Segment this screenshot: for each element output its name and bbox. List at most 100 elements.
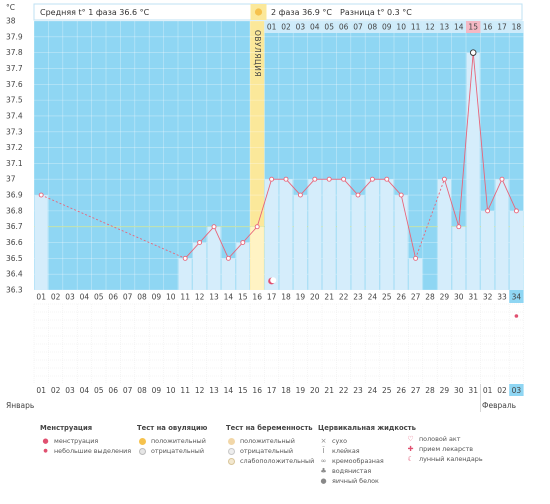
temperature-bar [337, 179, 351, 290]
line-segment [228, 242, 244, 259]
y-tick-label: 37.1 [6, 159, 23, 168]
temperature-bar [250, 226, 264, 290]
phase2-day-label: 13 [440, 23, 450, 32]
temperature-bar [351, 195, 365, 290]
header-bar [33, 3, 523, 21]
calendar-date-label: 19 [296, 386, 306, 395]
calendar-date-row: 01 02 03 04 05 06 07 08 09 10 11 12 13 14 15 16 17 18 19 20… [36, 384, 524, 412]
temperature-bar [193, 242, 207, 290]
cycle-day-label: 23 [353, 293, 363, 302]
temperature-bars [34, 21, 523, 290]
phase2-day-label: 06 [339, 23, 349, 32]
data-point [297, 192, 303, 198]
y-tick-label: 37.6 [6, 80, 23, 89]
cycle-day-label: 32 [483, 293, 493, 302]
cycle-day-label: 14 [224, 293, 234, 302]
phase2-day-row: 01 02 03 04 05 06 07 08 09 10 11 12 13 14 15 16 17 18 [264, 21, 524, 33]
peak-point [469, 49, 477, 56]
data-point [38, 192, 44, 198]
phase2-day-label: 12 [425, 23, 435, 32]
line-segment [300, 178, 316, 196]
legend-title: Цервикальная жидкость [318, 424, 416, 432]
temperature-bar [409, 258, 423, 290]
phase2-day-label: 10 [396, 23, 406, 32]
today-cell [509, 384, 524, 396]
phase2-day-label: 11 [411, 23, 421, 32]
temperature-bar [279, 179, 293, 290]
calendar-date-label: 11 [180, 386, 190, 395]
line-segment [343, 178, 359, 196]
line-segment [213, 226, 229, 259]
data-point [254, 224, 260, 230]
cycle-day-axis: 01 02 03 04 05 06 07 08 09 10 11 12 13 14 15 16 17 18 19 20… [36, 290, 524, 318]
calendar-date-label: 21 [324, 386, 334, 395]
legend-item: ♣ водянистая [318, 466, 416, 476]
temperature-bar [466, 52, 480, 290]
phase2-day-label: 08 [368, 23, 378, 32]
calendar-date-label: 20 [310, 386, 320, 395]
phase2-peak-cell [466, 21, 481, 33]
legend-title: Тест на беременность [226, 424, 313, 432]
line-segment [386, 178, 402, 196]
data-point [384, 176, 390, 182]
line-segment [443, 179, 460, 227]
cycle-day-label: 16 [252, 293, 262, 302]
y-tick-label: 36.3 [6, 286, 23, 295]
calendar-date-label: 26 [396, 386, 406, 395]
moon-icon: ☾ [407, 455, 414, 463]
temperature-bar [178, 258, 192, 290]
y-tick-label: 37 [6, 175, 16, 184]
y-tick-label: 37.7 [6, 64, 23, 73]
phase2-day-label: 18 [512, 23, 522, 32]
legend-item: отрицательный [137, 446, 207, 456]
data-point [283, 176, 289, 182]
temperature-bar [452, 226, 466, 290]
line-segment [487, 179, 503, 212]
data-point [413, 255, 419, 261]
calendar-date-label: 02 [51, 386, 61, 395]
line-segment [242, 226, 258, 243]
calendar-date-label: 12 [195, 386, 205, 395]
temperature-bar [236, 242, 250, 290]
calendar-date-label: 03 [65, 386, 75, 395]
phase2-row-bg [264, 21, 524, 33]
calendar-date-label: 10 [166, 386, 176, 395]
y-tick-label: 37.2 [6, 143, 23, 152]
cycle-day-label: 04 [80, 293, 90, 302]
data-point [513, 208, 519, 214]
cycle-day-label: 34 [512, 293, 522, 302]
calendar-date-label: 16 [252, 386, 262, 395]
temperature-bar [308, 179, 322, 290]
calendar-date-label: 28 [425, 386, 435, 395]
temperature-bar [221, 258, 235, 290]
data-point [225, 255, 231, 261]
positive-test-icon [226, 437, 237, 445]
y-tick-label: 36.5 [6, 254, 23, 263]
data-point [312, 176, 318, 182]
legend-pregnancy-test: Тест на беременность положительный отриц… [226, 424, 314, 466]
phase2-day-label: 16 [483, 23, 493, 32]
line-segment [357, 178, 373, 196]
data-point [197, 240, 203, 245]
calendar-date-label: 01 [36, 386, 46, 395]
data-point [269, 176, 275, 182]
temperature-bar [509, 210, 523, 290]
cycle-day-label: 28 [425, 293, 435, 302]
data-point [369, 176, 375, 182]
data-point [240, 240, 246, 245]
y-tick-label: 37.9 [6, 32, 23, 41]
observation-grid [33, 303, 524, 383]
line-segment [458, 52, 474, 227]
legend-other: ♡ половой акт ✚ прием лекарств ☾ лунный кал… [405, 434, 483, 464]
gridlines [33, 20, 524, 291]
calendar-date-label: 06 [108, 386, 118, 395]
temperature-points [38, 49, 519, 261]
dry-icon: × [320, 437, 327, 445]
line-segment [199, 226, 215, 243]
cycle-day-label: 18 [281, 293, 291, 302]
phase2-day-label: 14 [454, 23, 464, 32]
phase2-day-label: 04 [310, 23, 320, 32]
calendar-date-label: 25 [382, 386, 392, 395]
calendar-date-label: 24 [368, 386, 378, 395]
legend-item: ✚ прием лекарств [405, 444, 483, 454]
